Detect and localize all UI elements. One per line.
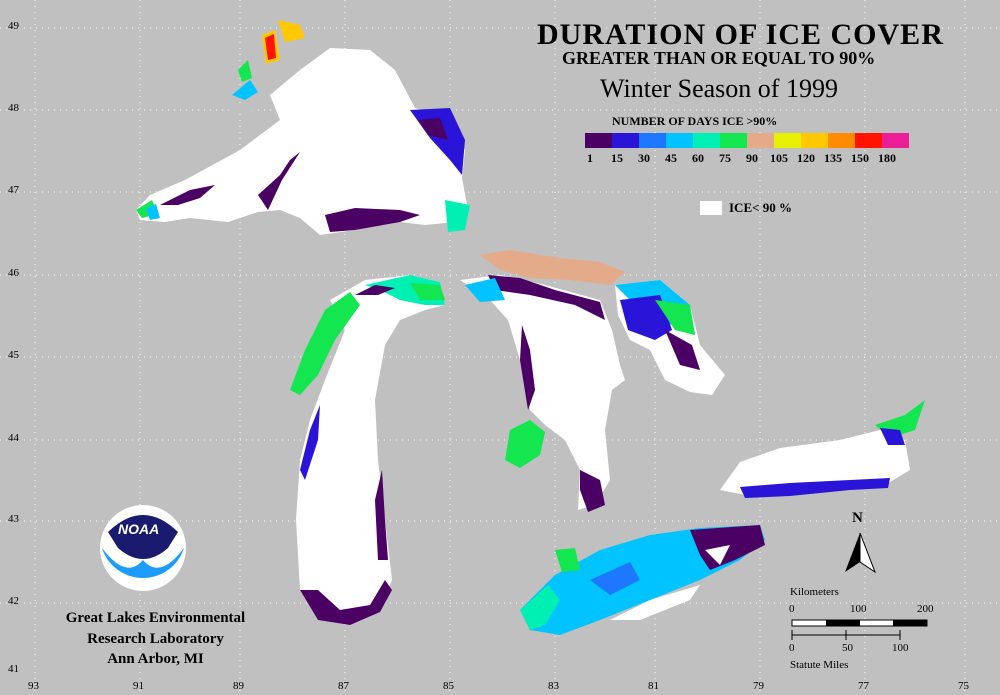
legend-tick-label: 120: [797, 151, 815, 165]
lon-label: 83: [548, 680, 559, 692]
legend-swatch: [882, 133, 909, 148]
scale-km-label: Kilometers: [790, 586, 839, 598]
legend-tick-label: 15: [611, 151, 623, 165]
legend-title: NUMBER OF DAYS ICE >90%: [612, 114, 778, 128]
legend-color-bar: [585, 133, 909, 148]
scale-km-tick: 200: [917, 603, 934, 615]
lat-label: 47: [8, 184, 19, 196]
legend-tick-label: 30: [638, 151, 650, 165]
title-line2: GREATER THAN OR EQUAL TO 90%: [562, 48, 876, 68]
lake-huron: [460, 275, 725, 512]
lon-label: 85: [443, 680, 454, 692]
lon-label: 81: [648, 680, 659, 692]
north-label: N: [852, 510, 863, 526]
title-line1: DURATION OF ICE COVER: [537, 18, 944, 51]
scale-mi-label: Statute Miles: [790, 659, 849, 671]
lat-label: 41: [8, 663, 19, 675]
scale-km-tick: 0: [789, 603, 795, 615]
lon-label: 93: [28, 680, 39, 692]
legend-swatch: [612, 133, 639, 148]
legend-tick-label: 45: [665, 151, 677, 165]
scale-mi-tick: 100: [892, 642, 909, 654]
lake-superior: [136, 20, 470, 235]
credit-line1: Great Lakes Environmental: [65, 610, 246, 626]
lake-michigan: [290, 275, 445, 625]
legend-tick-label: 150: [851, 151, 869, 165]
credit-line2: Research Laboratory: [87, 631, 224, 647]
legend-swatch: [666, 133, 693, 148]
lat-label: 46: [8, 267, 19, 279]
lake-erie: [520, 525, 765, 635]
legend-swatch: [774, 133, 801, 148]
legend-tick-label: 180: [878, 151, 896, 165]
legend-swatch: [801, 133, 828, 148]
legend-tick-label: 1: [587, 151, 593, 165]
legend-tick-label: 75: [719, 151, 731, 165]
lon-label: 89: [233, 680, 244, 692]
lon-label: 87: [338, 680, 349, 692]
lat-label: 45: [8, 349, 19, 361]
lat-label: 42: [8, 595, 19, 607]
north-channel: [480, 250, 625, 285]
legend-swatch: [828, 133, 855, 148]
lon-label: 79: [753, 680, 764, 692]
scale-mi-tick: 50: [842, 642, 853, 654]
scale-bar: [791, 619, 928, 640]
legend-swatch: [585, 133, 612, 148]
noaa-logo: [100, 505, 186, 591]
scale-km-tick: 100: [850, 603, 867, 615]
legend-tick-label: 90: [746, 151, 758, 165]
lat-label: 43: [8, 513, 19, 525]
legend-tick-label: 60: [692, 151, 704, 165]
lon-label: 77: [858, 680, 869, 692]
lat-label: 49: [8, 20, 19, 32]
legend-swatch: [720, 133, 747, 148]
title-line3: Winter Season of 1999: [600, 74, 838, 103]
lake-ontario: [720, 400, 925, 498]
ice-below-90-swatch: [700, 201, 722, 215]
north-arrow: [845, 532, 877, 574]
lat-label: 48: [8, 102, 19, 114]
legend-swatch: [747, 133, 774, 148]
legend-swatch: [693, 133, 720, 148]
noaa-logo-text: NOAA: [118, 521, 160, 537]
legend-swatch: [855, 133, 882, 148]
scale-mi-tick: 0: [789, 642, 795, 654]
lon-label: 75: [958, 680, 969, 692]
lat-label: 44: [8, 432, 19, 444]
legend-tick-label: 105: [770, 151, 788, 165]
legend-swatch: [639, 133, 666, 148]
legend-tick-label: 135: [824, 151, 842, 165]
credit-line3: Ann Arbor, MI: [107, 651, 204, 667]
lon-label: 91: [133, 680, 144, 692]
ice-below-90-label: ICE< 90 %: [729, 200, 793, 215]
